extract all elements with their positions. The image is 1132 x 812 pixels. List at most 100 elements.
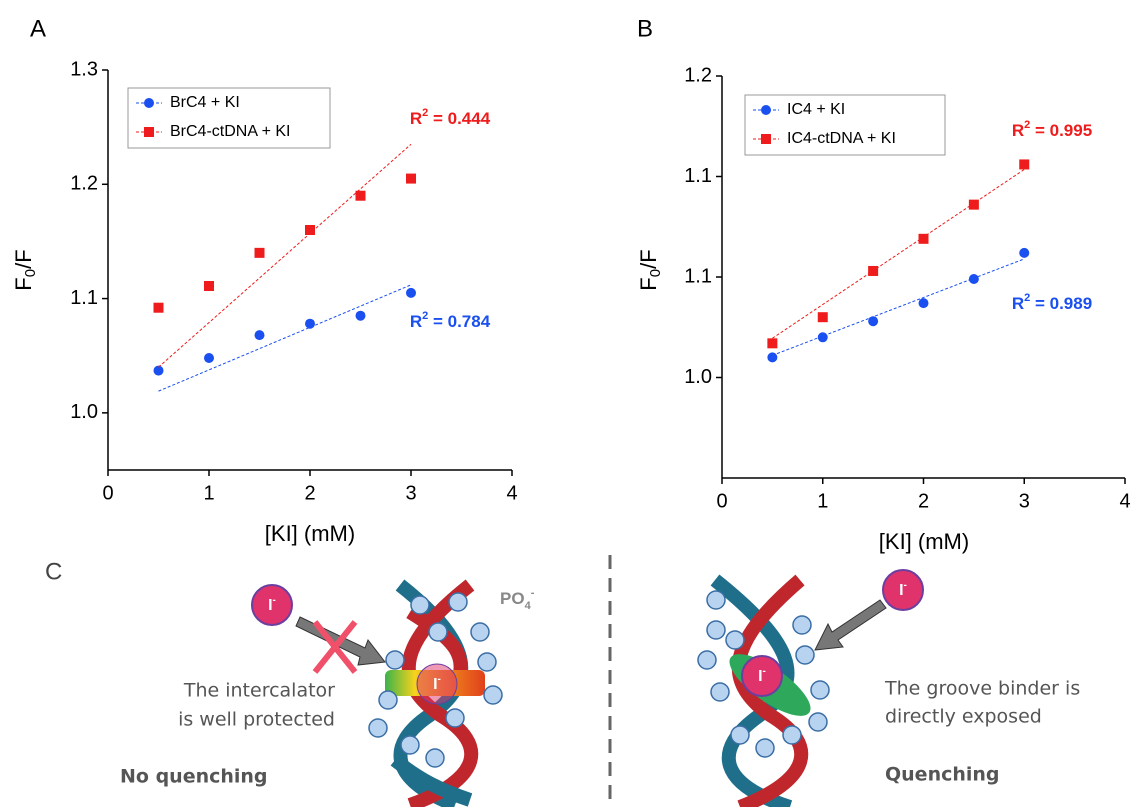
annotation: R2 = 0.989	[1012, 292, 1092, 314]
ion-sup: -	[273, 595, 276, 606]
y-tick-label: 1.1	[684, 265, 712, 287]
legend-marker	[144, 98, 154, 108]
y-tick-label: 1.0	[684, 366, 712, 388]
marker	[204, 353, 214, 363]
marker	[305, 318, 315, 329]
fit-line	[772, 258, 1025, 356]
ion	[416, 663, 458, 705]
annotation: R2 = 0.995	[1012, 119, 1092, 141]
ion-label: I-	[433, 674, 441, 694]
x-tick-label: 2	[918, 490, 929, 512]
x-tick-label: 1	[817, 490, 828, 512]
ion-label: I-	[758, 666, 766, 686]
marker	[767, 352, 778, 363]
ion-sup: -	[438, 674, 441, 685]
ion-sup: -	[763, 666, 766, 677]
marker	[1019, 159, 1030, 170]
arrow	[814, 599, 887, 651]
ion-base: I	[433, 676, 437, 693]
marker	[355, 190, 366, 201]
marker	[153, 365, 164, 376]
annotation-base: R	[410, 312, 422, 331]
annotation-rest: = 0.444	[428, 109, 490, 128]
marker	[817, 332, 828, 343]
description: is well protected	[178, 709, 335, 731]
annotation-sup: 2	[422, 107, 428, 119]
ion	[882, 569, 924, 611]
fit-line	[772, 169, 1025, 339]
panel-label: B	[637, 15, 653, 42]
marker	[868, 316, 879, 327]
y-tick-label: 1.2	[684, 64, 712, 86]
ion-label: I-	[899, 580, 907, 600]
annotation-rest: = 0.989	[1030, 294, 1092, 313]
x-tick-label: 3	[405, 482, 416, 504]
y-tick-label: 1.0	[70, 401, 98, 423]
annotation-base: R	[1012, 294, 1024, 313]
legend-label: IC4 + KI	[787, 101, 845, 118]
phosphates	[368, 592, 503, 768]
y-label-sub: 0	[647, 269, 664, 277]
x-tick-label: 4	[506, 482, 517, 504]
dna-right	[710, 574, 809, 812]
ion-base: I	[268, 597, 272, 614]
marker	[406, 287, 416, 298]
x-axis-label: [KI] (mM)	[879, 529, 969, 554]
x-tick-label: 1	[203, 482, 214, 504]
legend-marker	[761, 105, 771, 115]
marker	[153, 302, 164, 313]
fit-line	[158, 284, 412, 392]
marker	[305, 225, 315, 235]
annotation-sup: 2	[1024, 119, 1030, 131]
y-label-rest: /F	[636, 249, 661, 269]
y-tick-label: 1.3	[70, 58, 98, 80]
marker	[968, 199, 979, 210]
marker	[767, 338, 778, 349]
marker	[355, 310, 366, 321]
x-axis-label: [KI] (mM)	[265, 521, 355, 546]
annotation: R2 = 0.444	[410, 107, 491, 129]
marker	[254, 330, 265, 341]
x-tick-label: 2	[304, 482, 315, 504]
ion-base: I	[899, 582, 903, 599]
legend-box	[744, 94, 946, 156]
po4-label: PO4-	[500, 587, 535, 612]
y-tick-label: 1.1	[70, 287, 98, 309]
marker	[817, 312, 828, 323]
ion	[251, 584, 293, 626]
annotation-sup: 2	[1024, 292, 1030, 304]
legend-label: IC4-ctDNA + KI	[787, 130, 896, 147]
y-label-base: F	[636, 277, 661, 290]
panel-label: C	[45, 558, 62, 585]
marker	[406, 173, 416, 184]
description: The intercalator	[183, 680, 335, 702]
x-tick-label: 4	[1119, 490, 1130, 512]
x-tick-label: 3	[1019, 490, 1030, 512]
result: No quenching	[120, 766, 268, 788]
y-label-base: F	[11, 277, 36, 290]
description: The groove binder is	[884, 678, 1080, 700]
marker	[868, 265, 879, 276]
annotation-base: R	[1012, 121, 1024, 140]
ion	[741, 655, 783, 697]
legend-label: BrC4 + KI	[170, 94, 240, 111]
blocked-mark	[312, 620, 358, 674]
fit-line	[158, 143, 412, 368]
y-tick-label: 1.1	[684, 165, 712, 187]
marker	[968, 274, 979, 285]
x-tick-label: 0	[716, 490, 727, 512]
po4-sup: -	[531, 587, 535, 599]
legend-box	[127, 87, 331, 149]
annotation-rest: = 0.995	[1030, 121, 1092, 140]
annotation-sup: 2	[422, 310, 428, 322]
ion-base: I	[758, 668, 762, 685]
po4-sub: 4	[525, 600, 532, 612]
y-label-rest: /F	[11, 249, 36, 269]
marker	[254, 247, 265, 258]
marker	[204, 281, 214, 291]
marker	[1019, 247, 1030, 258]
annotation: R2 = 0.784	[410, 310, 491, 332]
